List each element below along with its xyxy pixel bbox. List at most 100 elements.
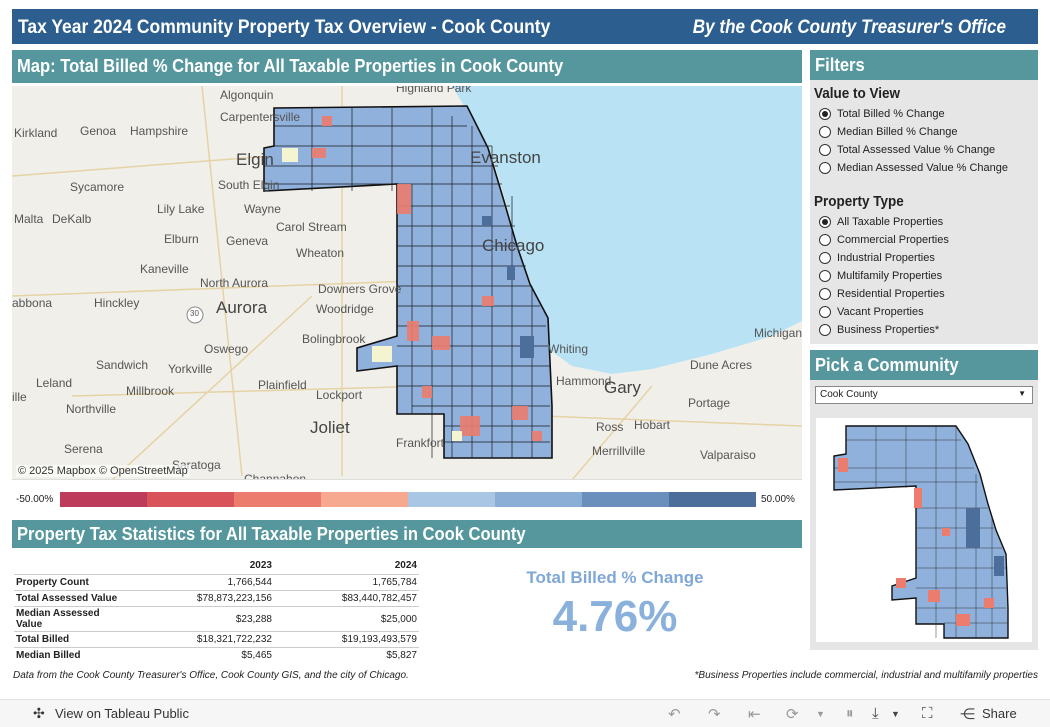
map-label: Sycamore: [70, 180, 125, 194]
value-to-view-option[interactable]: Total Billed % Change: [819, 106, 945, 122]
table-cell: Median Assessed Value: [14, 606, 124, 632]
minimap-county-shape: [833, 425, 1009, 639]
dashboard-title: Tax Year 2024 Community Property Tax Ove…: [18, 17, 551, 38]
map-label: Sandwich: [96, 358, 149, 372]
property-type-option-label: Business Properties*: [837, 324, 940, 336]
value-to-view-option[interactable]: Median Billed % Change: [819, 124, 957, 140]
download-dropdown-icon[interactable]: ▼: [891, 709, 900, 719]
view-on-tableau-link[interactable]: View on Tableau Public: [55, 706, 189, 721]
table-cell: 1,766,544: [124, 574, 274, 591]
map-label: Hobart: [634, 418, 671, 432]
map-label: Wayne: [244, 202, 281, 216]
cook-county-shape[interactable]: [263, 105, 553, 459]
map-attribution[interactable]: © 2025 Mapbox © OpenStreetMap: [16, 465, 190, 477]
radio-icon[interactable]: [819, 144, 831, 156]
table-cell: Total Billed: [14, 631, 124, 648]
community-select[interactable]: Cook County ▼: [815, 386, 1033, 404]
property-type-option[interactable]: Residential Properties: [819, 286, 945, 302]
table-row: Total Billed $18,321,722,232 $19,193,493,5…: [14, 631, 419, 648]
legend-segment: [495, 492, 582, 507]
map-label: Channahon: [244, 472, 307, 480]
redo-icon[interactable]: ↷: [708, 706, 721, 723]
property-type-option[interactable]: Business Properties*: [819, 322, 939, 338]
community-panel: Pick a Community Cook County ▼: [810, 350, 1038, 650]
download-icon[interactable]: ⤓: [872, 705, 879, 722]
radio-icon[interactable]: [819, 216, 831, 228]
share-button[interactable]: Share: [982, 706, 1017, 721]
property-type-option-label: All Taxable Properties: [837, 216, 944, 228]
map-label: DeKalb: [52, 212, 92, 226]
radio-icon[interactable]: [819, 162, 831, 174]
radio-icon[interactable]: [819, 270, 831, 282]
refresh-icon[interactable]: ⟳: [786, 706, 799, 723]
pause-icon[interactable]: ⏸: [846, 705, 854, 722]
map-label: Highland Park: [396, 86, 472, 95]
property-type-option-label: Vacant Properties: [837, 306, 924, 318]
legend-segment: [669, 492, 756, 507]
col-header-2023: 2023: [249, 560, 272, 571]
legend-segment: [582, 492, 669, 507]
map-label: Whiting: [548, 342, 589, 356]
radio-icon[interactable]: [819, 306, 831, 318]
col-header-2024: 2024: [394, 560, 417, 571]
map-label: Downers Grove: [318, 282, 402, 296]
property-type-option-label: Residential Properties: [837, 288, 945, 300]
map-label: Joliet: [310, 418, 350, 437]
radio-icon[interactable]: [819, 126, 831, 138]
map-label: Hammond: [556, 374, 612, 388]
community-selected-value: Cook County: [820, 389, 878, 400]
radio-icon[interactable]: [819, 288, 831, 300]
property-type-option[interactable]: Multifamily Properties: [819, 268, 942, 284]
community-title: Pick a Community: [815, 355, 959, 375]
table-cell: 1,765,784: [274, 574, 419, 591]
refresh-dropdown-icon[interactable]: ▼: [816, 709, 825, 719]
property-type-option[interactable]: All Taxable Properties: [819, 214, 943, 230]
map-label: Elgin: [236, 150, 274, 169]
property-type-option[interactable]: Commercial Properties: [819, 232, 949, 248]
map-label: Genoa: [80, 124, 117, 138]
property-type-option-label: Industrial Properties: [837, 252, 935, 264]
kpi-label: Total Billed % Change: [526, 568, 704, 587]
map-section-header: Map: Total Billed % Change for All Taxab…: [12, 50, 802, 83]
value-to-view-option-label: Median Assessed Value % Change: [837, 162, 1009, 174]
table-row: Median Billed $5,465 $5,827: [14, 647, 419, 664]
map-label: South Elgin: [218, 178, 280, 192]
value-to-view-option[interactable]: Median Assessed Value % Change: [819, 160, 1008, 176]
property-type-option[interactable]: Industrial Properties: [819, 250, 935, 266]
tableau-toolbar: ✣ View on Tableau Public ↶ ↷ ⇤ ⟳ ▼ ⏸ ⤓ ▼…: [0, 699, 1050, 727]
table-cell: $78,873,223,156: [124, 590, 274, 607]
map-roads: [12, 86, 802, 479]
property-type-option[interactable]: Vacant Properties: [819, 304, 924, 320]
map-section-title: Map: Total Billed % Change for All Taxab…: [17, 56, 564, 76]
map-label: Ross: [596, 420, 624, 434]
map-label: Bolingbrook: [302, 332, 366, 346]
radio-icon[interactable]: [819, 324, 831, 336]
tableau-logo-icon: ✣: [33, 705, 45, 721]
legend-segment: [147, 492, 234, 507]
map-canvas[interactable]: [12, 86, 802, 480]
value-to-view-option-label: Total Billed % Change: [837, 108, 945, 120]
dashboard-byline: By the Cook County Treasurer's Office: [692, 17, 1006, 38]
map-label: Geneva: [226, 234, 269, 248]
map-label: Kaneville: [140, 262, 189, 276]
radio-icon[interactable]: [819, 234, 831, 246]
fullscreen-icon[interactable]: ⛶: [922, 705, 933, 722]
radio-icon[interactable]: [819, 252, 831, 264]
choropleth-map[interactable]: Highland Park Algonquin Carpentersville …: [12, 86, 802, 480]
map-label: Hinckley: [94, 296, 140, 310]
map-label: Woodridge: [316, 302, 374, 316]
radio-icon[interactable]: [819, 108, 831, 120]
value-to-view-option[interactable]: Total Assessed Value % Change: [819, 142, 995, 158]
undo-icon[interactable]: ↶: [668, 706, 681, 723]
stats-section-header: Property Tax Statistics for All Taxable …: [12, 520, 802, 548]
revert-icon[interactable]: ⇤: [748, 706, 761, 723]
community-minimap[interactable]: [816, 418, 1032, 642]
minimap-high-areas: [966, 508, 1004, 576]
chevron-down-icon: ▼: [1018, 389, 1026, 398]
table-cell: Property Count: [14, 574, 124, 591]
property-type-label: Property Type: [814, 193, 904, 210]
property-type-option-label: Commercial Properties: [837, 234, 949, 246]
minimap-canvas[interactable]: [816, 418, 1032, 642]
legend-segment: [321, 492, 408, 507]
share-icon[interactable]: ⋲: [960, 706, 975, 723]
